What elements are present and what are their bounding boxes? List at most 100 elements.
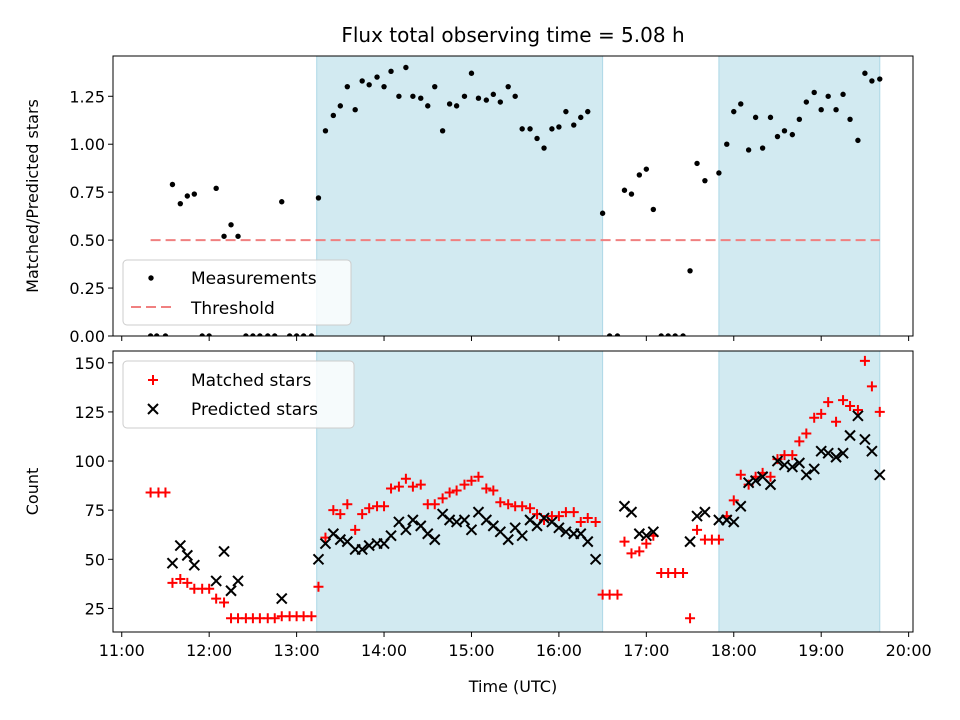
matched-stars-point	[713, 534, 724, 545]
matched-stars-point	[612, 589, 623, 600]
measurement-point	[869, 78, 875, 84]
measurement-point	[162, 333, 169, 336]
predicted-stars-point	[188, 559, 201, 571]
observing-interval-shade	[718, 351, 881, 632]
y-tick-label: 1.00	[69, 135, 105, 154]
matched-stars-point	[866, 381, 877, 392]
predicted-stars-point	[516, 530, 528, 542]
predicted-stars-point	[852, 410, 864, 422]
measurement-point	[847, 116, 853, 122]
measurement-point	[243, 333, 249, 336]
predicted-stars-point	[684, 535, 696, 548]
predicted-stars-point	[582, 535, 594, 548]
measurement-point	[352, 106, 358, 113]
y-axis-label: Matched/Predicted stars	[23, 99, 42, 293]
measurement-point	[300, 333, 307, 336]
plot-area	[145, 351, 886, 632]
measurement-point	[461, 93, 468, 99]
measurement-point	[855, 137, 861, 144]
measurement-point	[374, 74, 380, 80]
measurement-point	[658, 333, 664, 336]
legend-label: Matched stars	[191, 371, 311, 391]
axes-frame	[112, 55, 914, 337]
matched-stars-point	[466, 475, 477, 486]
matched-stars-point	[335, 509, 346, 520]
predicted-stars-point	[276, 592, 288, 605]
matched-stars-point	[357, 509, 368, 520]
matched-stars-point	[568, 507, 579, 518]
y-axis-label: Count	[23, 468, 42, 516]
matched-stars-point	[175, 573, 186, 584]
measurement-point	[381, 83, 387, 90]
matched-stars-point	[816, 408, 827, 419]
matched-stars-point	[728, 495, 739, 506]
matched-stars-point	[269, 613, 280, 624]
measurement-point	[606, 333, 613, 336]
ratio-panel: 0.00 0.25 0.50 0.75 1.00 1.25 Matched/Predicte…	[23, 55, 914, 346]
y-tick-label: 50	[85, 550, 105, 569]
matched-stars-point	[437, 493, 448, 504]
predicted-stars-point	[647, 526, 660, 538]
legend-predicted-marker	[147, 403, 159, 415]
matched-stars-point	[838, 395, 849, 406]
legend: Matched stars Predicted stars	[122, 360, 355, 429]
measurement-point	[687, 268, 693, 274]
matched-stars-point	[451, 485, 462, 496]
predicted-stars-point	[874, 469, 886, 481]
x-tick-label: 14:00	[361, 641, 407, 660]
predicted-stars-point	[407, 514, 419, 526]
legend-box	[122, 259, 352, 326]
predicted-stars-point	[691, 510, 703, 522]
x-tick-label: 20:00	[886, 641, 932, 660]
matched-stars-point	[590, 516, 601, 527]
measurement-point	[877, 76, 883, 82]
measurement-point	[731, 108, 737, 115]
measurement-point	[344, 83, 351, 90]
measurement-point	[446, 101, 453, 107]
matched-stars-point	[692, 524, 703, 535]
measurement-point	[745, 147, 752, 153]
matched-stars-point	[386, 483, 397, 494]
matched-stars-point	[444, 487, 455, 498]
legend-label: Predicted stars	[191, 400, 318, 420]
predicted-stars-point	[742, 476, 755, 489]
series-measurements	[147, 64, 883, 336]
y-tick-label: 0.00	[69, 327, 105, 346]
count-panel: 25 50 75 100 125 150 11:00 12:00 13:00 14:00 15:00…	[23, 350, 932, 696]
measurement-point	[628, 191, 635, 197]
matched-stars-point	[859, 355, 870, 366]
x-tick-label: 16:00	[536, 641, 582, 660]
matched-stars-point	[328, 505, 339, 516]
predicted-stars-point	[808, 463, 820, 475]
measurement-point	[418, 95, 424, 101]
measurement-point	[228, 222, 234, 228]
measurement-point	[556, 124, 562, 130]
matched-stars-point	[619, 536, 630, 547]
measurement-point	[549, 126, 555, 132]
predicted-stars-point	[764, 478, 777, 491]
measurement-point	[724, 141, 730, 147]
series-predicted-stars	[166, 410, 886, 605]
measurement-point	[272, 333, 278, 336]
matched-stars-point	[429, 499, 440, 510]
measurement-point	[672, 333, 678, 336]
predicted-stars-point	[625, 506, 638, 518]
predicted-stars-point	[400, 524, 412, 536]
measurement-point	[330, 112, 337, 119]
measurement-point	[366, 82, 372, 88]
predicted-stars-point	[735, 500, 747, 512]
legend-measurement-marker	[148, 275, 154, 281]
measurement-point	[475, 95, 482, 101]
measurement-point	[614, 333, 621, 336]
matched-stars-point	[831, 416, 842, 427]
matched-stars-point	[393, 481, 404, 492]
predicted-stars-point	[830, 451, 842, 463]
measurement-point	[154, 333, 160, 336]
observing-interval-shade	[316, 56, 604, 336]
matched-stars-point	[735, 469, 746, 480]
x-tick-label: 19:00	[798, 641, 844, 660]
predicted-stars-point	[815, 445, 827, 457]
measurement-point	[359, 78, 365, 84]
legend: Measurements Threshold	[122, 259, 352, 326]
matched-stars-point	[313, 581, 324, 592]
